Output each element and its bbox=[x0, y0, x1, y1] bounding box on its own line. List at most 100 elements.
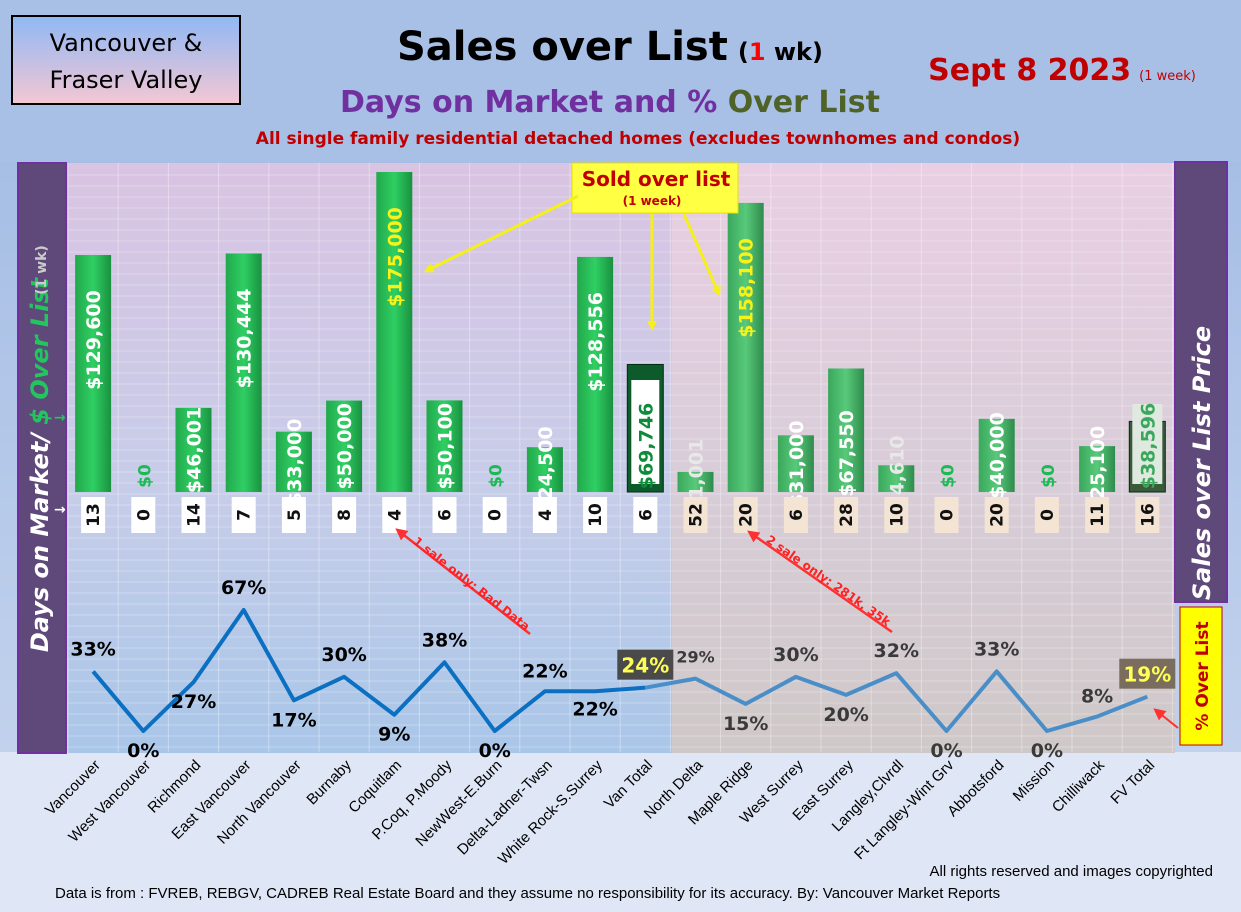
pct-label: 30% bbox=[773, 644, 818, 666]
days-on-market-value: 6 bbox=[436, 509, 456, 521]
chart-title: Sales over List (1 wk) bbox=[397, 24, 823, 70]
over-list-bar bbox=[727, 202, 764, 492]
bar-level-arrow-icon: → bbox=[54, 410, 66, 426]
pct-label: 20% bbox=[823, 704, 868, 726]
days-box bbox=[131, 497, 156, 533]
bar-value-label: $69,746 bbox=[635, 403, 657, 490]
region-line-1: Vancouver & bbox=[50, 29, 203, 57]
days-box bbox=[482, 497, 507, 533]
pct-label: 0% bbox=[1031, 740, 1063, 762]
right-axis-label: Sales over List Price bbox=[1188, 326, 1216, 600]
bar-value-label: $158,100 bbox=[736, 238, 758, 338]
days-on-market-value: 6 bbox=[787, 509, 807, 521]
days-on-market-value: 7 bbox=[235, 509, 255, 521]
days-on-market-value: 16 bbox=[1138, 503, 1158, 527]
days-box bbox=[733, 497, 758, 533]
over-list-bar bbox=[777, 435, 814, 492]
days-on-market-value: 28 bbox=[837, 503, 857, 527]
days-box bbox=[1034, 497, 1059, 533]
right-label-panel bbox=[1174, 161, 1228, 603]
days-box bbox=[1085, 497, 1110, 533]
pct-over-list-box bbox=[1179, 606, 1223, 746]
over-list-bar bbox=[677, 471, 714, 492]
days-on-market-value: 4 bbox=[536, 509, 556, 521]
pct-label: 30% bbox=[321, 644, 366, 666]
bar-value-label: $25,100 bbox=[1087, 426, 1109, 513]
over-list-bar bbox=[326, 400, 363, 492]
footer-source: Data is from : FVREB, REBGV, CADREB Real… bbox=[55, 885, 1000, 902]
pct-label: 32% bbox=[874, 640, 919, 662]
days-on-market-value: 5 bbox=[285, 509, 305, 521]
days-on-market-value: 20 bbox=[737, 503, 757, 527]
bar-labels-group: $129,600 $0 $46,001 $130,444 $33,000 $50,000 $… bbox=[83, 207, 1159, 525]
over-list-bar bbox=[175, 407, 212, 492]
over-list-bar bbox=[225, 253, 262, 492]
over-list-bar bbox=[426, 400, 463, 492]
days-box bbox=[633, 497, 658, 533]
over-list-bar bbox=[978, 418, 1015, 492]
days-box bbox=[834, 497, 859, 533]
over-list-bar bbox=[275, 431, 312, 492]
pct-label: 33% bbox=[974, 638, 1019, 660]
chart-description: All single family residential detached h… bbox=[256, 129, 1020, 149]
footer-rights: All rights reserved and images copyright… bbox=[930, 863, 1213, 880]
days-on-market-value: 20 bbox=[988, 503, 1008, 527]
callout-arrow-left bbox=[423, 194, 579, 273]
days-box bbox=[884, 497, 909, 533]
bar-value-label: $67,550 bbox=[836, 410, 858, 497]
pct-label: 0% bbox=[930, 740, 962, 762]
chart-subtitle: Days on Market and % Over List bbox=[340, 85, 880, 120]
over-list-bar bbox=[577, 256, 614, 492]
bar-value-label: $50,000 bbox=[334, 403, 356, 490]
region-line-2: Fraser Valley bbox=[50, 66, 203, 94]
pct-line-group: 33%0%27%67%17%30%9%38%0%22%22%24% 29%15%3… bbox=[70, 577, 1176, 762]
report-date: Sept 8 2023 (1 week) bbox=[928, 53, 1196, 88]
pct-label: 22% bbox=[572, 698, 617, 720]
pct-label: 33% bbox=[70, 638, 115, 660]
days-box bbox=[984, 497, 1009, 533]
days-on-market-value: 52 bbox=[687, 503, 707, 527]
bar-value-label: $129,600 bbox=[83, 290, 105, 390]
bar-value-label: $33,000 bbox=[284, 419, 306, 506]
plot-area-vancouver bbox=[68, 163, 672, 753]
days-on-market-value: 6 bbox=[636, 509, 656, 521]
bar-value-label: $0 bbox=[135, 464, 155, 488]
bars-group bbox=[75, 172, 1166, 493]
bar-value-label: $24,500 bbox=[535, 426, 557, 513]
callout-subtitle: (1 week) bbox=[623, 194, 682, 208]
callout-title: Sold over list bbox=[582, 167, 731, 191]
days-on-market-value: 8 bbox=[335, 509, 355, 521]
pct-label: 0% bbox=[127, 740, 159, 762]
over-list-bar bbox=[75, 255, 112, 492]
days-on-market-value: 10 bbox=[887, 503, 907, 527]
pct-label: 17% bbox=[271, 709, 316, 731]
pct-label: 15% bbox=[723, 713, 768, 735]
days-on-market-value: 0 bbox=[486, 509, 506, 521]
total-bar-label-bg bbox=[1132, 404, 1163, 484]
days-box bbox=[583, 497, 608, 533]
days-on-market-value: 11 bbox=[1088, 503, 1108, 527]
pct-label: 27% bbox=[171, 691, 216, 713]
bar-value-label: $31,000 bbox=[786, 420, 808, 507]
bar-value-label: $0 bbox=[487, 464, 507, 488]
days-box bbox=[382, 497, 407, 533]
over-list-bar bbox=[828, 368, 865, 492]
total-pct-box bbox=[617, 649, 674, 680]
days-box bbox=[432, 497, 457, 533]
days-on-market-value: 0 bbox=[134, 509, 154, 521]
days-box bbox=[783, 497, 808, 533]
bar-value-label: $175,000 bbox=[384, 207, 406, 307]
bad-data-arrow bbox=[395, 528, 531, 635]
callout-arrow-right bbox=[682, 213, 721, 297]
pct-label: 0% bbox=[479, 740, 511, 762]
days-box bbox=[81, 497, 106, 533]
pct-label: 19% bbox=[1123, 663, 1171, 687]
over-list-bar bbox=[878, 465, 915, 492]
days-on-market-value: 4 bbox=[385, 509, 405, 521]
two-sales-arrow bbox=[747, 530, 893, 634]
days-box bbox=[1135, 497, 1160, 533]
bar-value-label: $38,596 bbox=[1137, 403, 1159, 490]
total-pct-box bbox=[1119, 658, 1176, 689]
over-list-bar bbox=[526, 447, 563, 492]
